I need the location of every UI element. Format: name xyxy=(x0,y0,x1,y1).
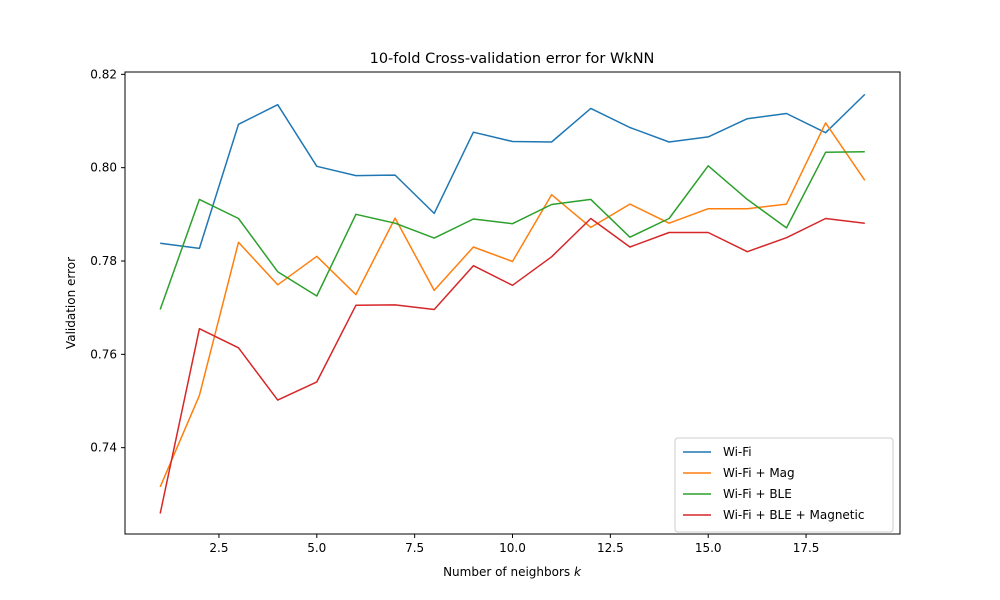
y-axis-label: Validation error xyxy=(64,257,78,349)
y-tick-label: 0.82 xyxy=(90,67,117,81)
y-tick-label: 0.80 xyxy=(90,161,117,175)
series-line-1 xyxy=(159,122,866,488)
chart-title: 10-fold Cross-validation error for WkNN xyxy=(370,51,655,67)
x-axis-label-variable: k xyxy=(574,565,582,579)
legend: Wi-Fi Wi-Fi + Mag Wi-Fi + BLE Wi-Fi + BLE +… xyxy=(674,437,894,533)
series-line-3 xyxy=(159,217,865,514)
x-tick-label: 2.5 xyxy=(209,541,228,555)
legend-label: Wi-Fi + BLE + Magnetic xyxy=(723,508,864,522)
x-tick-label: 10.0 xyxy=(499,541,526,555)
x-tick-label: 15.0 xyxy=(695,541,722,555)
x-axis-label-text: Number of neighbors xyxy=(443,565,570,579)
y-tick-label: 0.76 xyxy=(90,347,117,361)
y-ticks: 0.74 0.76 0.78 0.80 0.82 xyxy=(90,67,125,455)
legend-label: Wi-Fi + BLE xyxy=(723,487,792,501)
legend-label: Wi-Fi + Mag xyxy=(723,466,795,480)
x-tick-label: 17.5 xyxy=(793,541,820,555)
series-layer xyxy=(159,93,866,514)
x-axis-label: Number of neighbors k xyxy=(443,565,582,579)
series-line-2 xyxy=(159,151,865,310)
legend-label: Wi-Fi xyxy=(723,445,752,459)
series-line-0 xyxy=(160,93,866,250)
plot-frame xyxy=(124,71,901,535)
y-tick-label: 0.74 xyxy=(90,441,117,455)
x-tick-label: 5.0 xyxy=(307,541,326,555)
y-tick-label: 0.78 xyxy=(90,254,117,268)
x-tick-label: 12.5 xyxy=(597,541,624,555)
x-ticks: 2.5 5.0 7.5 10.0 12.5 15.0 17.5 xyxy=(209,534,819,555)
legend-box xyxy=(674,437,894,533)
x-tick-label: 7.5 xyxy=(405,541,424,555)
